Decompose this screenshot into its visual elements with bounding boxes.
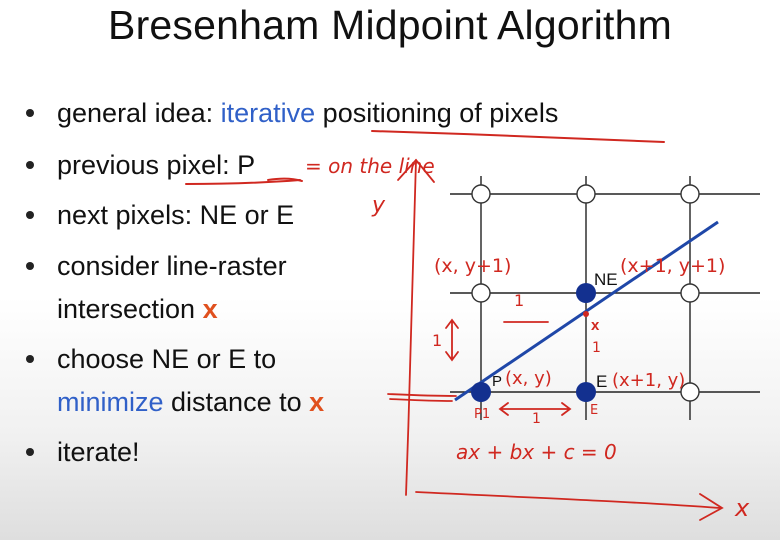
label-e: E bbox=[596, 372, 607, 391]
empty-pixel bbox=[680, 184, 700, 204]
unit-top: 1 bbox=[514, 291, 524, 310]
p-marker-line bbox=[389, 398, 453, 402]
empty-pixel bbox=[471, 184, 491, 204]
ink-axes bbox=[387, 158, 724, 521]
coord-ne: (x+1, y+1) bbox=[620, 255, 725, 277]
coord-ne-left: (x, y+1) bbox=[434, 255, 511, 277]
label-e-ink: E bbox=[590, 403, 598, 418]
bullet-dot bbox=[26, 109, 34, 117]
bullet-text: previous pixel: P bbox=[57, 150, 256, 180]
empty-pixels bbox=[471, 184, 700, 402]
y-axis bbox=[405, 159, 417, 496]
unit-left: 1 bbox=[432, 331, 442, 350]
bullet-dot bbox=[26, 355, 34, 363]
pixel-ne bbox=[576, 283, 596, 303]
axis-x-label: x bbox=[734, 494, 750, 522]
bullet-dot bbox=[26, 262, 34, 270]
highlight-minimize: minimize bbox=[57, 387, 164, 417]
note-on-the-line: = on the line bbox=[305, 154, 435, 178]
empty-pixel bbox=[576, 184, 596, 204]
label-p: P bbox=[492, 373, 502, 390]
pixel-p bbox=[471, 382, 491, 402]
intersection-symbol: x bbox=[309, 387, 325, 417]
unit-bottom: 1 bbox=[532, 411, 541, 427]
empty-pixel bbox=[680, 382, 700, 402]
underline-positioning bbox=[371, 130, 665, 143]
unit-mid: 1 bbox=[592, 340, 601, 356]
coord-p: (x, y) bbox=[505, 368, 552, 389]
x-axis bbox=[415, 491, 721, 509]
pixel-e bbox=[576, 382, 596, 402]
bullet-text: distance to bbox=[163, 387, 310, 417]
bullet-text: positioning of pixels bbox=[315, 98, 559, 128]
empty-pixel bbox=[471, 283, 491, 303]
y-axis-arrow bbox=[397, 158, 435, 183]
bullet-text: next pixels: NE or E bbox=[57, 200, 295, 230]
underline-pixel bbox=[185, 179, 301, 185]
vertical-unit-arrow bbox=[445, 318, 459, 362]
coord-e: (x+1, y) bbox=[612, 370, 685, 391]
line-equation: ax + bx + c = 0 bbox=[456, 440, 617, 464]
highlight-iterative: iterative bbox=[220, 98, 316, 128]
label-ne: NE bbox=[594, 270, 618, 289]
bullet-dot bbox=[26, 448, 34, 456]
bullet-text: choose NE or E to bbox=[57, 344, 277, 374]
intersection-label: x bbox=[591, 317, 600, 334]
axis-y-label: y bbox=[371, 193, 386, 218]
slide-title: Bresenham Midpoint Algorithm bbox=[108, 2, 672, 48]
empty-pixel bbox=[680, 283, 700, 303]
ink-underlines bbox=[185, 130, 665, 185]
bullet-text: consider line-raster bbox=[57, 251, 287, 281]
underline-p bbox=[267, 177, 303, 182]
intersection-point bbox=[583, 311, 589, 317]
label-p1: P1 bbox=[474, 407, 490, 422]
bullet-text: iterate! bbox=[57, 437, 140, 467]
p-marker-line bbox=[387, 393, 457, 397]
line-segment bbox=[454, 220, 719, 402]
bullet-text: general idea: bbox=[57, 98, 221, 128]
x-axis-arrow bbox=[699, 493, 724, 521]
bullet-text: intersection bbox=[57, 294, 203, 324]
intersection-symbol: x bbox=[202, 294, 218, 324]
horizontal-unit-arrow bbox=[498, 402, 572, 416]
bullet-dot bbox=[26, 211, 34, 219]
bullet-dot bbox=[26, 161, 34, 169]
pixel-grid bbox=[450, 176, 760, 420]
